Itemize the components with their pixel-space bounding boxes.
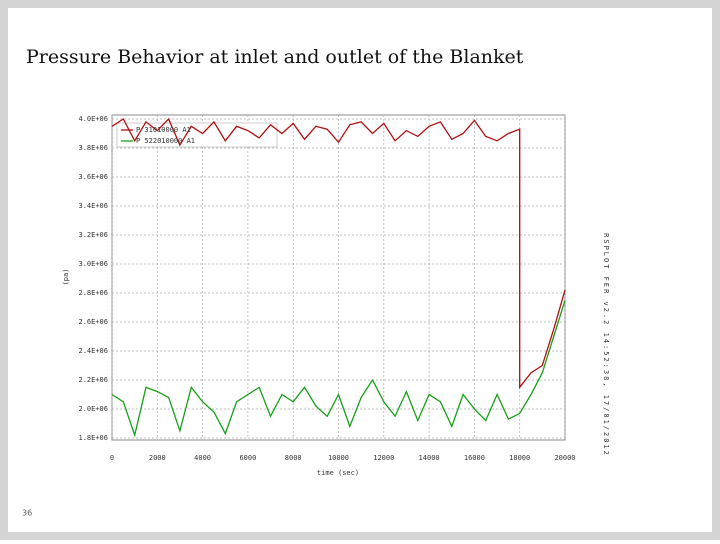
page-number: 36 <box>22 509 32 518</box>
y-tick-label: 1.8E+06 <box>78 434 108 442</box>
x-tick-label: 8000 <box>285 454 302 462</box>
y-tick-label: 2.2E+06 <box>78 376 108 384</box>
legend-label: P 31010000 A1 <box>136 126 191 134</box>
x-tick-label: 16000 <box>464 454 485 462</box>
series-line <box>111 117 566 390</box>
legend-label: P 522010000 A1 <box>136 137 195 145</box>
series-line <box>111 300 566 438</box>
y-tick-label: 3.2E+06 <box>78 231 108 239</box>
x-tick-label: 10000 <box>328 454 349 462</box>
x-tick-label: 0 <box>110 454 114 462</box>
slide-title: Pressure Behavior at inlet and outlet of… <box>26 46 524 68</box>
slide-panel <box>8 8 712 532</box>
x-tick-label: 18000 <box>509 454 530 462</box>
y-tick-label: 2.6E+06 <box>78 318 108 326</box>
legend-box <box>116 122 278 148</box>
y-tick-label: 4.0E+06 <box>78 115 108 123</box>
side-note: RSPLOT FER v2.2 14:52:38, 17/01/2012 <box>602 233 610 457</box>
y-axis-label: (pa) <box>62 269 70 286</box>
y-tick-label: 2.0E+06 <box>78 405 108 413</box>
y-tick-label: 3.8E+06 <box>78 144 108 152</box>
x-tick-label: 12000 <box>373 454 394 462</box>
y-tick-label: 2.4E+06 <box>78 347 108 355</box>
y-tick-label: 3.6E+06 <box>78 173 108 181</box>
y-tick-label: 2.8E+06 <box>78 289 108 297</box>
y-tick-label: 3.4E+06 <box>78 202 108 210</box>
x-tick-label: 14000 <box>419 454 440 462</box>
x-tick-label: 6000 <box>239 454 256 462</box>
x-tick-label: 2000 <box>149 454 166 462</box>
y-tick-label: 3.0E+06 <box>78 260 108 268</box>
x-tick-label: 4000 <box>194 454 211 462</box>
x-axis-label: time (sec) <box>317 469 359 477</box>
x-tick-label: 20000 <box>554 454 575 462</box>
